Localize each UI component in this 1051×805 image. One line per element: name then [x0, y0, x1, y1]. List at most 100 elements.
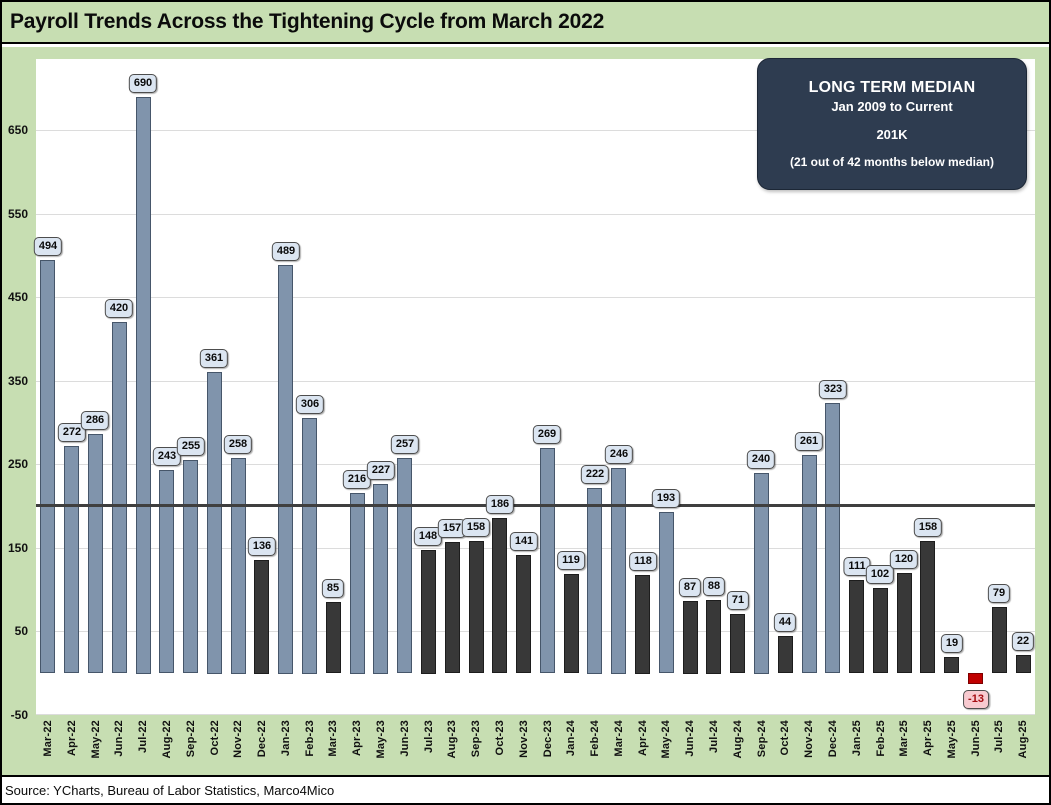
bar-value-label: 136 [247, 537, 277, 556]
bar-value-label: 246 [604, 445, 634, 464]
y-tick-label: 250 [7, 457, 28, 471]
legend-title: LONG TERM MEDIAN [808, 79, 976, 96]
x-tick-label: Jul-25 [993, 720, 1005, 753]
x-tick-label: Oct-23 [494, 720, 506, 756]
x-tick-label: Apr-22 [66, 720, 78, 757]
x-tick-label: Nov-23 [518, 720, 530, 758]
bar-value-label: 269 [532, 425, 562, 444]
bar [373, 484, 388, 674]
bar-value-label: 240 [746, 450, 776, 469]
x-tick-label: Jan-24 [565, 720, 577, 757]
bar [207, 372, 222, 674]
bar [897, 573, 912, 673]
bar-value-label: 158 [461, 518, 491, 537]
x-tick-label: Feb-25 [875, 720, 887, 757]
grid-line [36, 297, 1035, 298]
bar-value-label: 118 [629, 552, 657, 571]
grid-line [36, 381, 1035, 382]
bar [421, 550, 436, 674]
x-tick-label: Dec-24 [827, 720, 839, 758]
bar-value-label: 494 [33, 237, 63, 256]
bar-value-label: 85 [321, 579, 345, 598]
grid-line [36, 214, 1035, 215]
x-tick-label: Jun-23 [399, 720, 411, 757]
bar [159, 470, 174, 673]
x-tick-label: Apr-23 [351, 720, 363, 757]
bar-value-label: 44 [773, 613, 797, 632]
legend-subtitle: Jan 2009 to Current [831, 99, 953, 114]
bar [445, 542, 460, 673]
bar-value-label: 323 [818, 380, 848, 399]
x-axis-labels: Mar-22 Apr-22 May-22 Jun-22 Jul-22 Aug-22 Sep-… [36, 718, 1035, 773]
x-tick-label: Nov-22 [232, 720, 244, 758]
x-tick-label: Oct-22 [209, 720, 221, 756]
x-tick-label: Feb-23 [304, 720, 316, 757]
grid-line [36, 714, 1035, 715]
bar-value-label: 255 [176, 437, 206, 456]
bar-value-label: 87 [678, 578, 702, 597]
bar-value-label: 19 [940, 634, 964, 653]
bar [635, 575, 650, 674]
bar [920, 541, 935, 673]
y-tick-label: 350 [7, 374, 28, 388]
bar-value-label: 261 [794, 432, 824, 451]
page-title: Payroll Trends Across the Tightening Cyc… [10, 10, 605, 33]
bar [587, 488, 602, 674]
bar [302, 418, 317, 674]
x-tick-label: May-25 [946, 720, 958, 759]
x-tick-label: Dec-22 [256, 720, 268, 758]
x-tick-label: May-22 [90, 720, 102, 759]
bar-value-label: 158 [913, 518, 943, 537]
bar-value-label: 119 [557, 551, 585, 570]
bar [136, 97, 151, 674]
bar [64, 446, 79, 673]
x-tick-label: Aug-23 [446, 720, 458, 759]
bar [706, 600, 721, 674]
bar-value-label: 120 [889, 550, 919, 569]
bar-value-label: 690 [128, 74, 158, 93]
bar-value-label: 22 [1011, 632, 1035, 651]
bar [968, 673, 983, 684]
x-tick-label: Jul-24 [708, 720, 720, 753]
bar-value-label: 258 [223, 435, 253, 454]
x-tick-label: Sep-24 [756, 720, 768, 758]
bar [564, 574, 579, 673]
x-tick-label: Mar-23 [327, 720, 339, 757]
bar [730, 614, 745, 673]
x-tick-label: Dec-23 [542, 720, 554, 758]
bar-value-label: 193 [651, 489, 681, 508]
y-tick-label: -50 [10, 708, 28, 722]
bar-value-label: 102 [865, 565, 895, 584]
x-tick-label: Jun-24 [684, 720, 696, 757]
bar [254, 560, 269, 674]
bar-value-label: 286 [80, 411, 110, 430]
y-tick-label: 50 [14, 624, 28, 638]
bar-value-label: 141 [509, 532, 539, 551]
bar-value-label: 243 [152, 447, 182, 466]
bar [802, 455, 817, 673]
bar-value-label: 88 [702, 577, 726, 596]
bar [873, 588, 888, 673]
bar [183, 460, 198, 673]
chart-panel: 650 550 450 350 250 150 50 -50 494 272 286 420 690 2… [0, 47, 1051, 775]
x-tick-label: Aug-22 [161, 720, 173, 759]
bar [944, 657, 959, 673]
x-tick-label: Jul-23 [423, 720, 435, 753]
grid-line [36, 464, 1035, 465]
title-bar: Payroll Trends Across the Tightening Cyc… [0, 0, 1051, 44]
source-text: Source: YCharts, Bureau of Labor Statist… [5, 782, 335, 798]
x-tick-label: Jun-25 [970, 720, 982, 757]
bar [516, 555, 531, 673]
x-tick-label: Mar-25 [898, 720, 910, 757]
bar [659, 512, 674, 673]
grid-line [36, 130, 1035, 131]
bar [683, 601, 698, 674]
bar [992, 607, 1007, 673]
x-tick-label: Feb-24 [589, 720, 601, 757]
bar [1016, 655, 1031, 673]
x-tick-label: May-24 [660, 720, 672, 759]
median-line [36, 504, 1035, 507]
x-tick-label: Aug-24 [732, 720, 744, 759]
bar [326, 602, 341, 673]
bar [278, 265, 293, 674]
